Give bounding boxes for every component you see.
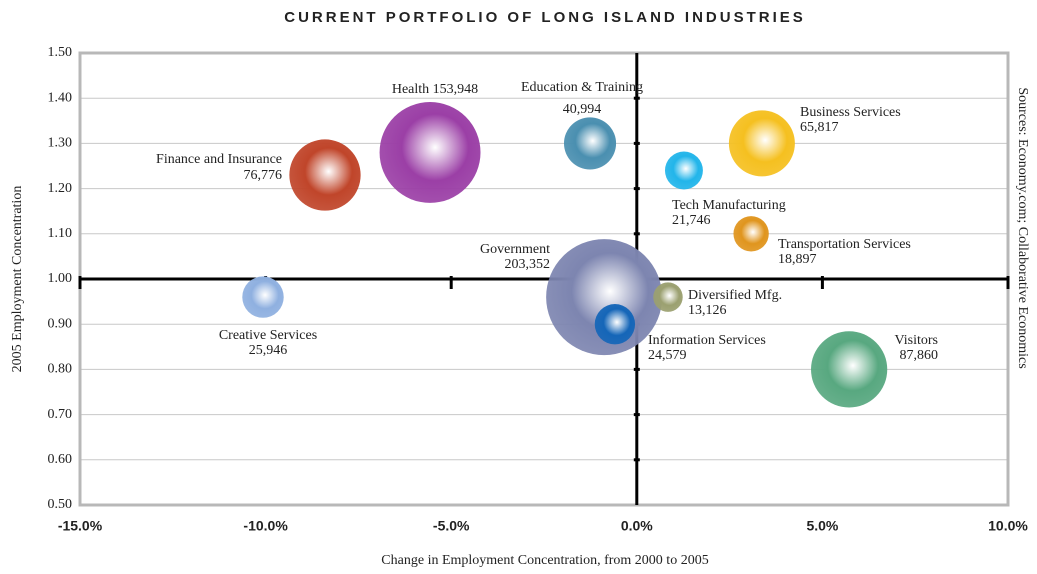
y-axis-label: 2005 Employment Concentration (10, 186, 25, 373)
x-tick-label: -5.0% (433, 518, 470, 534)
y-tick-label: 0.50 (48, 497, 73, 512)
bubble-size-label: 203,352 (505, 257, 551, 272)
bubble (289, 139, 361, 211)
source-note: Sources: Economy.com; Collaborative Econ… (1015, 87, 1030, 368)
bubble-size-label: 40,994 (563, 102, 602, 117)
bubble (733, 216, 769, 252)
bubble-size-label: 24,579 (648, 348, 687, 363)
bubble (653, 282, 683, 312)
x-tick-label: -10.0% (243, 518, 288, 534)
y-tick-label: 1.20 (48, 181, 73, 196)
x-tick-label: 10.0% (988, 518, 1028, 534)
bubble-size-label: 87,860 (900, 348, 939, 363)
x-axis-label: Change in Employment Concentration, from… (381, 553, 708, 568)
x-tick-label: -15.0% (58, 518, 103, 534)
bubble-name: Business Services (800, 105, 901, 120)
y-tick-label: 1.30 (48, 136, 73, 151)
bubble-name: Diversified Mfg. (688, 288, 782, 303)
bubble-size-label: 25,946 (249, 343, 288, 358)
x-tick-label: 5.0% (806, 518, 838, 534)
bubble-size-label: 76,776 (244, 168, 283, 183)
bubble-size-label: 65,817 (800, 120, 839, 135)
bubble-name: Finance and Insurance (156, 152, 282, 167)
bubble (728, 110, 795, 177)
y-tick-label: 0.90 (48, 316, 73, 331)
y-tick-label: 1.10 (48, 226, 73, 241)
chart-title: CURRENT PORTFOLIO OF LONG ISLAND INDUSTR… (284, 9, 806, 26)
bubble-size-label: 153,948 (433, 82, 479, 97)
bubble-name: Tech Manufacturing (672, 198, 786, 213)
y-tick-label: 0.70 (48, 407, 73, 422)
bubble-name: Government (480, 242, 550, 257)
y-tick-label: 0.60 (48, 452, 73, 467)
bubble (563, 117, 617, 170)
bubble-name: Information Services (648, 333, 766, 348)
bubble (242, 276, 284, 318)
bubble (811, 331, 888, 408)
bubble (664, 151, 703, 190)
x-tick-label: 0.0% (621, 518, 653, 534)
bubble (379, 101, 481, 203)
bubble-size-label: 21,746 (672, 213, 711, 228)
y-tick-label: 0.80 (48, 362, 73, 377)
bubble-size-label: 13,126 (688, 303, 727, 318)
bubble-name: Creative Services (219, 328, 317, 343)
y-tick-label: 1.40 (48, 90, 73, 105)
bubble-size-label: 18,897 (778, 252, 817, 267)
bubble-name: Visitors (895, 333, 939, 348)
y-tick-label: 1.00 (48, 271, 73, 286)
bubble-name: Transportation Services (778, 237, 911, 252)
bubble-label: Health 153,948 (392, 82, 478, 97)
bubble-name: Health (392, 82, 429, 97)
bubble-name: Education & Training (521, 80, 643, 95)
y-tick-label: 1.50 (48, 45, 73, 60)
bubble (594, 304, 636, 345)
